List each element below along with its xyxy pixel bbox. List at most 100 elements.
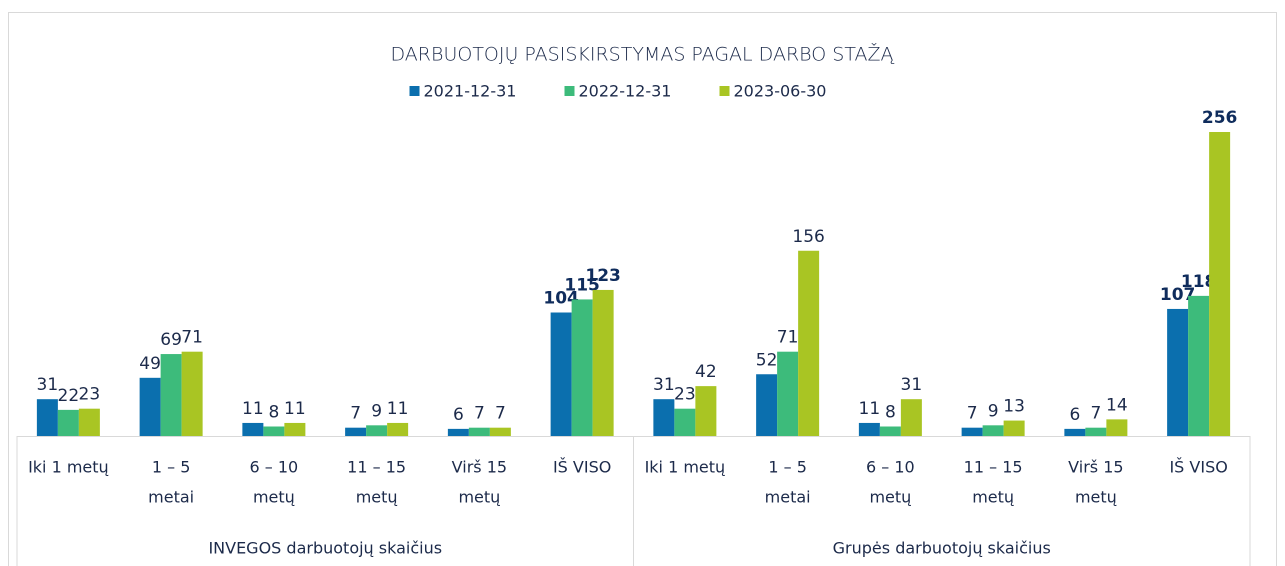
x-tick-label: metai <box>148 488 194 507</box>
chart-frame <box>8 12 1277 566</box>
bar <box>653 399 675 436</box>
x-tick-label: IŠ VISO <box>553 458 611 477</box>
x-tick-label: metų <box>356 488 398 507</box>
bar <box>57 409 79 436</box>
bar <box>1167 308 1189 436</box>
data-label: 69 <box>160 330 182 350</box>
x-tick-label: 11 – 15 <box>347 458 406 477</box>
data-label: 23 <box>674 385 696 405</box>
bar <box>1188 295 1210 436</box>
data-label: 52 <box>756 350 778 370</box>
data-label: 123 <box>585 266 621 286</box>
bar <box>674 408 696 436</box>
data-label: 7 <box>495 404 506 424</box>
data-label: 107 <box>1160 285 1196 305</box>
data-label: 115 <box>564 275 600 295</box>
x-tick-label: Iki 1 metų <box>28 458 109 477</box>
bar <box>160 354 182 436</box>
legend-swatch <box>719 86 730 96</box>
x-tick-label: 1 – 5 <box>152 458 191 477</box>
data-label: 6 <box>1069 405 1080 425</box>
x-tick-label: 6 – 10 <box>250 458 299 477</box>
data-label: 11 <box>242 399 264 419</box>
bar <box>695 386 717 436</box>
data-label: 104 <box>543 289 579 309</box>
data-label: 31 <box>37 375 59 395</box>
data-label: 156 <box>792 227 824 247</box>
data-label: 9 <box>988 401 999 421</box>
data-label: 9 <box>371 401 382 421</box>
data-label: 8 <box>268 403 279 423</box>
x-tick-label: metų <box>1075 488 1117 507</box>
bar <box>858 422 880 436</box>
bar <box>181 351 203 436</box>
bar <box>36 399 58 436</box>
bar <box>1209 132 1231 436</box>
bar <box>982 425 1004 436</box>
bar <box>1003 420 1025 436</box>
bar <box>78 408 100 436</box>
bar <box>366 425 388 436</box>
group-label: INVEGOS darbuotojų skaičius <box>208 539 442 558</box>
data-label: 11 <box>859 399 881 419</box>
bar <box>345 427 367 436</box>
chart-title: DARBUOTOJŲ PASISKIRSTYMAS PAGAL DARBO ST… <box>391 43 895 66</box>
data-label: 23 <box>79 385 101 405</box>
data-label: 11 <box>284 399 306 419</box>
data-label: 31 <box>901 375 923 395</box>
x-tick-label: Virš 15 <box>452 458 507 477</box>
bar <box>879 426 901 436</box>
group-label: Grupės darbuotojų skaičius <box>833 539 1051 558</box>
bar <box>387 422 409 436</box>
bar <box>139 377 161 436</box>
bar <box>571 299 593 436</box>
x-tick-label: Iki 1 metų <box>645 458 726 477</box>
legend-label: 2022-12-31 <box>579 82 672 101</box>
x-tick-label: 1 – 5 <box>768 458 807 477</box>
legend-swatch <box>564 86 575 96</box>
data-label: 7 <box>967 404 978 424</box>
bar <box>489 427 511 436</box>
x-tick-label: IŠ VISO <box>1169 458 1227 477</box>
data-label: 6 <box>453 405 464 425</box>
x-tick-label: metų <box>869 488 911 507</box>
bar <box>756 374 778 436</box>
legend-swatch <box>409 86 420 96</box>
data-label: 71 <box>181 328 203 348</box>
x-tick-label: metų <box>458 488 500 507</box>
data-label: 8 <box>885 403 896 423</box>
bar <box>242 422 264 436</box>
data-label: 71 <box>777 328 799 348</box>
bar <box>447 428 469 436</box>
bar <box>1106 419 1128 436</box>
data-label: 22 <box>58 386 80 406</box>
x-tick-label: metai <box>765 488 811 507</box>
data-label: 7 <box>350 404 361 424</box>
data-label: 7 <box>1090 404 1101 424</box>
legend-label: 2021-12-31 <box>424 82 517 101</box>
x-tick-label: 11 – 15 <box>964 458 1023 477</box>
bar <box>263 426 285 436</box>
bar <box>798 250 820 436</box>
data-label: 7 <box>474 404 485 424</box>
bar <box>1085 427 1107 436</box>
data-label: 14 <box>1106 395 1128 415</box>
data-label: 13 <box>1003 397 1025 417</box>
x-tick-label: Virš 15 <box>1068 458 1123 477</box>
data-label: 31 <box>653 375 675 395</box>
data-label: 118 <box>1181 272 1217 292</box>
legend-label: 2023-06-30 <box>734 82 827 101</box>
x-tick-label: metų <box>253 488 295 507</box>
data-label: 11 <box>387 399 409 419</box>
bar <box>592 289 614 436</box>
bar <box>961 427 983 436</box>
bar <box>900 399 922 436</box>
bar <box>284 422 306 436</box>
x-tick-label: metų <box>972 488 1014 507</box>
bar <box>550 312 572 436</box>
bar <box>1064 428 1086 436</box>
x-tick-label: 6 – 10 <box>866 458 915 477</box>
bar <box>777 351 799 436</box>
bar <box>468 427 490 436</box>
